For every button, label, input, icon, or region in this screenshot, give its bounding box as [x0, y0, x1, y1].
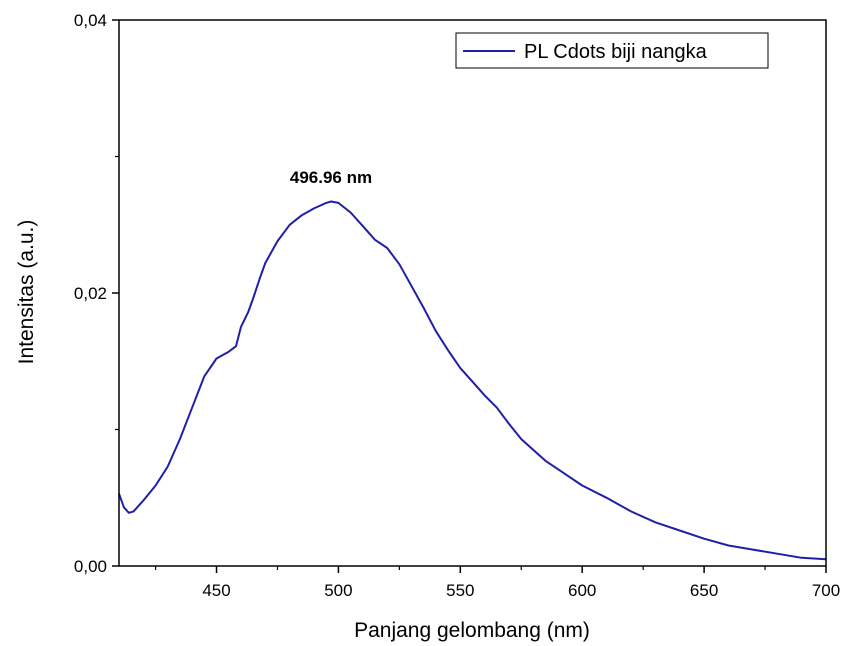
x-tick-label: 600	[568, 581, 596, 600]
x-tick-label: 550	[446, 581, 474, 600]
plot-area	[118, 200, 827, 561]
x-tick-label: 700	[812, 581, 840, 600]
y-tick-label: 0,02	[74, 284, 107, 303]
y-tick-label: 0,00	[74, 557, 107, 576]
y-tick-label: 0,04	[74, 11, 107, 30]
x-tick-label: 650	[690, 581, 718, 600]
x-tick-label: 450	[202, 581, 230, 600]
axes: 450 500 550 600 650 700 0,00 0,02 0,04	[74, 11, 840, 600]
legend-label: PL Cdots biji nangka	[524, 41, 708, 63]
y-axis-title: Intensitas (a.u.)	[15, 220, 38, 365]
series-line-0	[118, 200, 827, 561]
legend: PL Cdots biji nangka	[455, 32, 769, 69]
x-axis-title: Panjang gelombang (nm)	[354, 619, 590, 642]
x-tick-label: 500	[324, 581, 352, 600]
plot-frame	[118, 19, 827, 567]
peak-annotation: 496.96 nm	[290, 168, 372, 187]
